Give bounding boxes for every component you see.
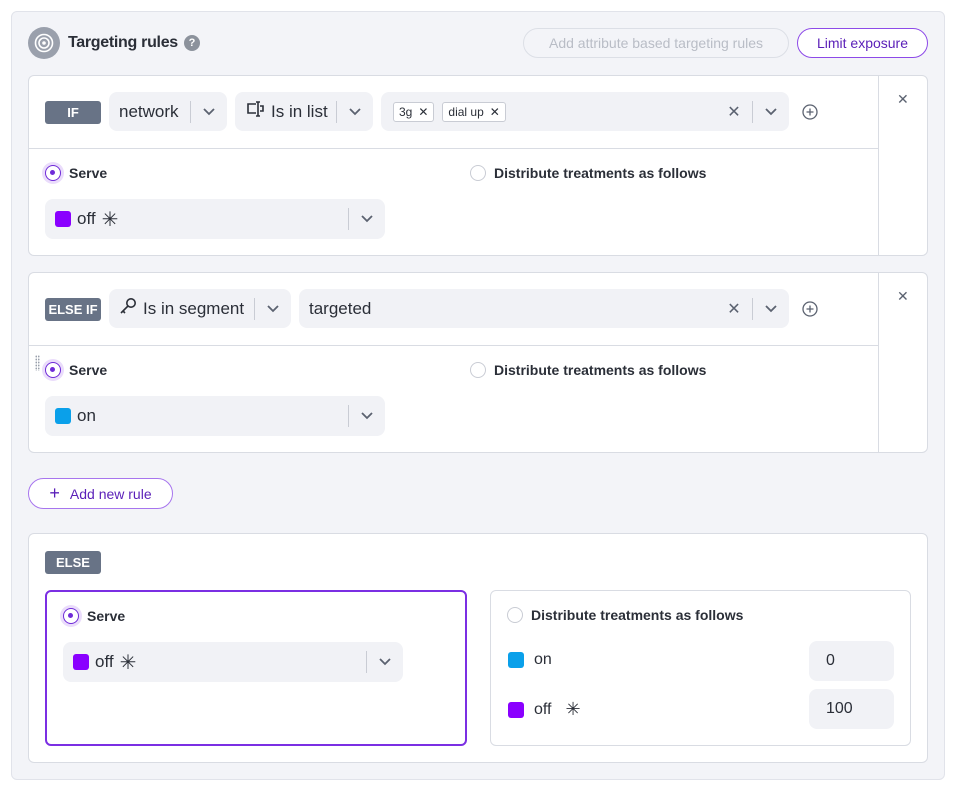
serve-label: Serve: [87, 608, 126, 624]
value-tag: dial up ✕: [442, 101, 506, 122]
distribute-radio[interactable]: Distribute treatments as follows: [470, 165, 706, 181]
treatment-color-swatch: [73, 654, 89, 670]
tag-label: 3g: [399, 104, 413, 119]
attribute-value: network: [119, 101, 179, 121]
chevron-down-icon[interactable]: [753, 107, 789, 116]
treatment-select[interactable]: on: [45, 396, 385, 436]
treatment-select[interactable]: off ✳: [63, 642, 403, 682]
chevron-down-icon: [337, 107, 373, 116]
key-icon: [119, 297, 137, 320]
target-icon: [28, 27, 60, 59]
add-new-rule-button[interactable]: + Add new rule: [28, 478, 173, 509]
values-multiselect[interactable]: 3g ✕ dial up ✕ ✕: [381, 92, 789, 131]
else-badge: ELSE: [45, 551, 101, 574]
treatment-row-on: on: [508, 651, 552, 669]
treatment-name: off: [534, 700, 552, 718]
clear-icon[interactable]: ✕: [727, 103, 741, 121]
chevron-down-icon: [349, 412, 385, 420]
else-if-badge: ELSE IF: [45, 298, 101, 321]
distribute-label: Distribute treatments as follows: [494, 362, 707, 378]
distribute-label: Distribute treatments as follows: [494, 165, 707, 181]
serve-radio[interactable]: Serve: [45, 165, 107, 181]
serve-label: Serve: [69, 362, 108, 378]
list-icon: [245, 100, 265, 123]
treatment-name: on: [534, 651, 552, 668]
treatment-color-swatch: [55, 408, 71, 424]
page-title: Targeting rules: [68, 34, 178, 51]
treatment-color-swatch: [508, 701, 524, 718]
chevron-down-icon: [255, 304, 291, 313]
distribute-radio[interactable]: Distribute treatments as follows: [507, 607, 743, 623]
default-asterisk-icon: ✳: [565, 699, 581, 719]
serve-label: Serve: [69, 165, 108, 181]
remove-tag-icon[interactable]: ✕: [418, 104, 429, 119]
chevron-down-icon[interactable]: [753, 304, 789, 313]
matcher-select[interactable]: Is in list: [235, 92, 373, 131]
default-asterisk-icon: ✳: [119, 651, 137, 674]
add-condition-icon[interactable]: [802, 301, 818, 322]
treatment-row-off: off ✳: [508, 699, 581, 720]
chevron-down-icon: [367, 658, 403, 666]
treatment-percent-input[interactable]: 0: [809, 641, 894, 681]
distribute-label: Distribute treatments as follows: [531, 607, 744, 623]
treatment-value: off: [77, 209, 96, 228]
chevron-down-icon: [349, 215, 385, 223]
add-condition-icon[interactable]: [802, 104, 818, 125]
plus-icon: +: [49, 483, 60, 503]
matcher-value: Is in list: [271, 101, 328, 121]
if-badge: IF: [45, 101, 101, 124]
add-attribute-targeting-button[interactable]: Add attribute based targeting rules: [523, 28, 789, 58]
matcher-select[interactable]: Is in segment: [109, 289, 291, 328]
limit-exposure-button[interactable]: Limit exposure: [797, 28, 928, 58]
treatment-value: off: [95, 652, 114, 671]
treatment-color-swatch: [508, 652, 524, 668]
value-tag: 3g ✕: [393, 101, 435, 122]
remove-tag-icon[interactable]: ✕: [489, 104, 500, 119]
serve-radio[interactable]: Serve: [45, 362, 107, 378]
attribute-select[interactable]: network: [109, 92, 227, 131]
delete-rule-icon[interactable]: ✕: [897, 91, 909, 107]
distribute-radio[interactable]: Distribute treatments as follows: [470, 362, 706, 378]
treatment-color-swatch: [55, 211, 71, 227]
segment-value: targeted: [309, 298, 372, 318]
segment-select[interactable]: targeted ✕: [299, 289, 789, 328]
treatment-percent-input[interactable]: 100: [809, 689, 894, 729]
clear-icon[interactable]: ✕: [727, 300, 741, 318]
serve-radio[interactable]: Serve: [63, 608, 125, 624]
chevron-down-icon: [191, 107, 227, 116]
drag-handle-icon[interactable]: [35, 355, 40, 371]
treatment-value: on: [77, 406, 96, 425]
delete-rule-icon[interactable]: ✕: [897, 288, 909, 304]
treatment-select[interactable]: off ✳: [45, 199, 385, 239]
default-asterisk-icon: ✳: [101, 208, 119, 231]
help-icon[interactable]: ?: [184, 35, 200, 51]
tag-label: dial up: [448, 104, 484, 119]
add-rule-label: Add new rule: [69, 485, 152, 502]
matcher-value: Is in segment: [143, 298, 245, 318]
